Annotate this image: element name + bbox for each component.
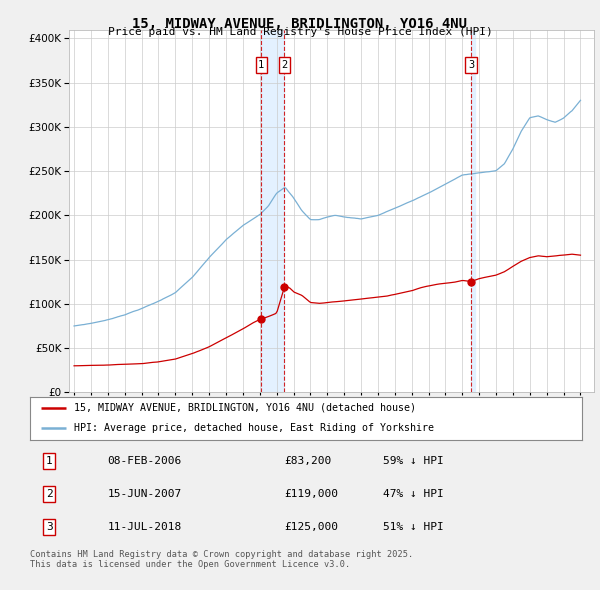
Text: 1: 1 [46, 456, 53, 466]
Text: 1: 1 [258, 60, 265, 70]
Text: 15, MIDWAY AVENUE, BRIDLINGTON, YO16 4NU (detached house): 15, MIDWAY AVENUE, BRIDLINGTON, YO16 4NU… [74, 403, 416, 412]
Text: Price paid vs. HM Land Registry's House Price Index (HPI): Price paid vs. HM Land Registry's House … [107, 27, 493, 37]
Text: 51% ↓ HPI: 51% ↓ HPI [383, 522, 444, 532]
Text: 3: 3 [468, 60, 474, 70]
Text: 2: 2 [46, 489, 53, 499]
Bar [262, 30, 284, 392]
Text: 3: 3 [46, 522, 53, 532]
Bar [471, 30, 475, 392]
Text: £125,000: £125,000 [284, 522, 338, 532]
Text: £119,000: £119,000 [284, 489, 338, 499]
Text: 59% ↓ HPI: 59% ↓ HPI [383, 456, 444, 466]
Text: 2: 2 [281, 60, 287, 70]
Text: 15-JUN-2007: 15-JUN-2007 [107, 489, 182, 499]
Text: 47% ↓ HPI: 47% ↓ HPI [383, 489, 444, 499]
Text: 11-JUL-2018: 11-JUL-2018 [107, 522, 182, 532]
Text: HPI: Average price, detached house, East Riding of Yorkshire: HPI: Average price, detached house, East… [74, 422, 434, 432]
Text: 08-FEB-2006: 08-FEB-2006 [107, 456, 182, 466]
Text: Contains HM Land Registry data © Crown copyright and database right 2025.
This d: Contains HM Land Registry data © Crown c… [30, 550, 413, 569]
Text: £83,200: £83,200 [284, 456, 331, 466]
Text: 15, MIDWAY AVENUE, BRIDLINGTON, YO16 4NU: 15, MIDWAY AVENUE, BRIDLINGTON, YO16 4NU [133, 17, 467, 31]
